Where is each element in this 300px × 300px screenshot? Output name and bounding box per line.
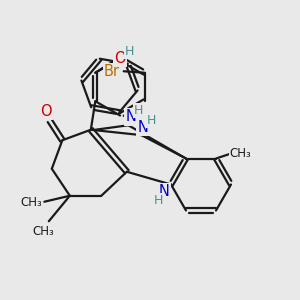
Text: N: N (137, 120, 148, 135)
Text: O: O (114, 51, 126, 66)
Text: CH₃: CH₃ (230, 147, 251, 160)
Text: CH₃: CH₃ (20, 196, 42, 209)
Text: N: N (159, 184, 170, 200)
Text: H: H (146, 114, 156, 127)
Text: H: H (154, 194, 163, 207)
Text: O: O (40, 103, 52, 118)
Text: H: H (125, 45, 134, 58)
Text: Br: Br (104, 64, 120, 79)
Text: H: H (134, 104, 143, 117)
Text: N: N (125, 109, 136, 124)
Text: CH₃: CH₃ (32, 225, 54, 238)
